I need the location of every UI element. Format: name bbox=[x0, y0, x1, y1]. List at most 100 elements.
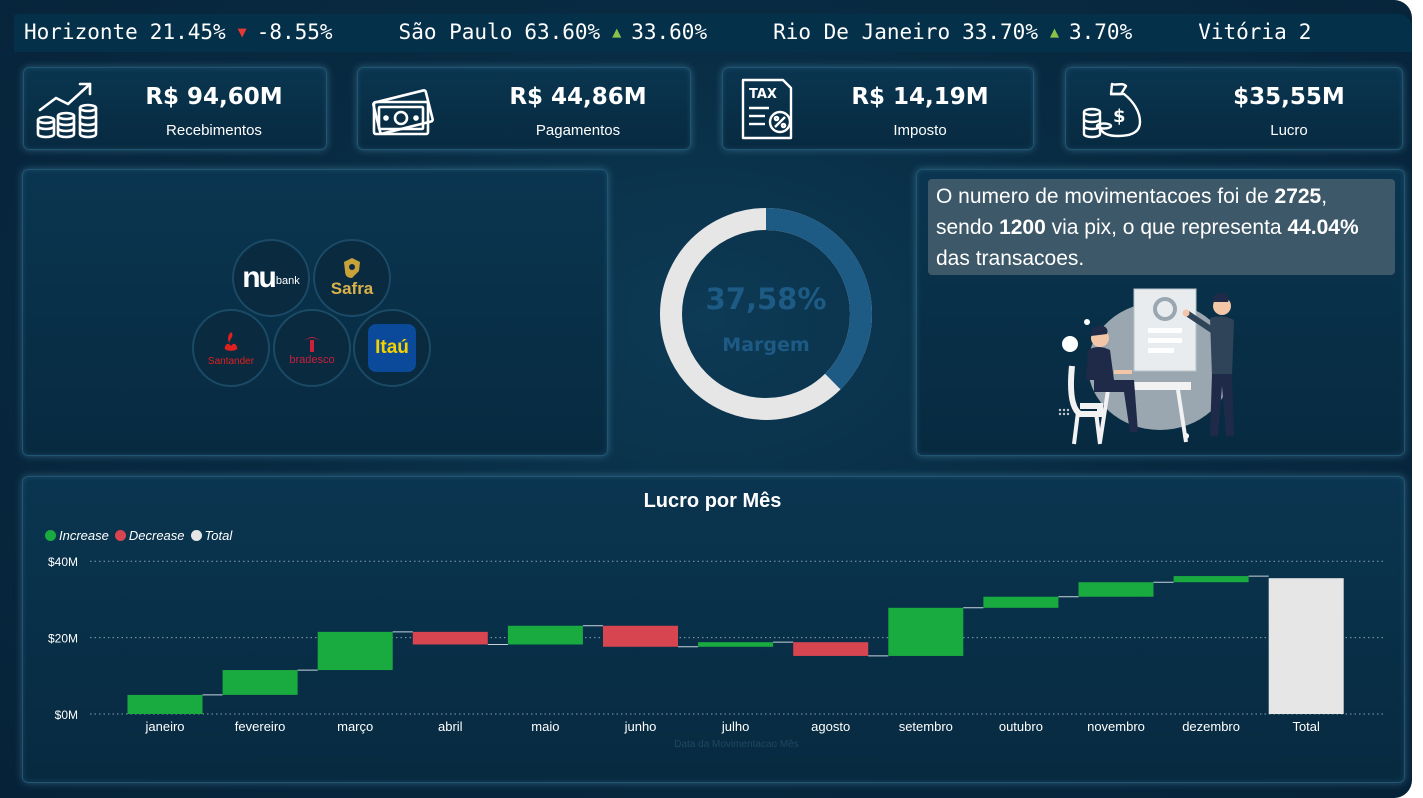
kpi-label: Lucro bbox=[1270, 122, 1308, 139]
kpi-card-recebimentos: R$ 94,60M Recebimentos bbox=[23, 67, 327, 150]
waterfall-bar bbox=[317, 631, 393, 671]
x-tick-label: setembro bbox=[899, 719, 953, 734]
x-tick-label: março bbox=[337, 719, 373, 734]
y-tick-label: $0M bbox=[55, 708, 78, 722]
bank-logo-itau[interactable]: Itaú bbox=[353, 309, 431, 387]
kpi-card-lucro: $ $35,55M Lucro bbox=[1065, 67, 1403, 150]
chart-panel bbox=[22, 476, 1405, 783]
nubank-logo-mark: nu bbox=[242, 261, 277, 294]
cash-bills-icon bbox=[372, 89, 434, 136]
donut-arc bbox=[660, 208, 872, 420]
kpi-value: $35,55M bbox=[1233, 84, 1345, 110]
x-tick-label: dezembro bbox=[1182, 719, 1240, 734]
summary-text: via pix, o que representa bbox=[1045, 216, 1288, 239]
legend-increase[interactable]: Increase bbox=[45, 528, 109, 543]
triangle-up-icon: ▲ bbox=[612, 23, 622, 41]
kpi-label: Pagamentos bbox=[535, 122, 621, 139]
x-tick-label: junho bbox=[624, 719, 657, 734]
ticker-pct: 33.70% bbox=[962, 20, 1038, 44]
ticker-pct: 2 bbox=[1298, 20, 1312, 44]
ticker-change: -8.55% bbox=[256, 20, 333, 44]
x-tick-label: janeiro bbox=[144, 719, 184, 734]
legend-label: Total bbox=[204, 528, 233, 543]
x-tick-label: fevereiro bbox=[235, 719, 286, 734]
ticker-city: Horizonte bbox=[24, 20, 138, 44]
chart-legend: Increase Decrease Total bbox=[45, 528, 238, 543]
waterfall-bar bbox=[1268, 578, 1344, 714]
ticker-item: São Paulo 63.60% ▲ 33.60% bbox=[399, 20, 708, 44]
summary-pix: 1200 bbox=[999, 216, 1046, 239]
kpi-label: Recebimentos bbox=[166, 122, 262, 139]
summary-total: 2725 bbox=[1274, 185, 1322, 208]
summary-text: , sendo bbox=[936, 185, 1328, 239]
transactions-summary: O numero de movimentacoes foi de 2725, s… bbox=[928, 179, 1395, 275]
itau-logo-box: Itaú bbox=[368, 324, 416, 372]
legend-dot-decrease bbox=[114, 530, 126, 541]
x-tick-label: outubro bbox=[999, 719, 1043, 734]
chart-title: Lucro por Mês bbox=[643, 490, 782, 512]
x-tick-label: Total bbox=[1292, 719, 1320, 734]
y-tick-label: $20M bbox=[48, 632, 78, 646]
x-axis-title: Data da Movimentacao Mês bbox=[674, 739, 799, 750]
summary-text: das transacoes. bbox=[936, 247, 1085, 270]
x-tick-label: novembro bbox=[1087, 719, 1145, 734]
summary-text: O numero de movimentacoes foi de bbox=[936, 185, 1275, 208]
waterfall-bar bbox=[1173, 576, 1249, 583]
ticker-item: Rio De Janeiro 33.70% ▲ 3.70% bbox=[773, 20, 1132, 44]
bradesco-logo-text: bradesco bbox=[289, 354, 335, 366]
growth-coins-icon bbox=[36, 82, 98, 139]
legend-decrease[interactable]: Decrease bbox=[114, 528, 185, 543]
x-tick-label: julho bbox=[721, 719, 749, 734]
kpi-value: R$ 94,60M bbox=[145, 84, 283, 110]
kpi-card-pagamentos: R$ 44,86M Pagamentos bbox=[357, 67, 691, 150]
ticker-city: Vitória bbox=[1198, 20, 1287, 44]
waterfall-bar bbox=[698, 642, 774, 647]
legend-label: Decrease bbox=[128, 528, 185, 543]
kpi-value: R$ 14,19M bbox=[851, 84, 989, 110]
y-tick-label: $40M bbox=[48, 555, 78, 569]
legend-dot-increase bbox=[45, 530, 56, 541]
bank-logo-safra[interactable]: Safra bbox=[313, 239, 391, 317]
donut-label: Margem bbox=[722, 334, 810, 356]
waterfall-bar bbox=[1078, 582, 1154, 597]
ticker-pct: 21.45% bbox=[149, 20, 226, 44]
ticker-item: Horizonte 21.45% ▼ -8.55% bbox=[24, 20, 333, 44]
bank-logo-bradesco[interactable]: bradesco bbox=[273, 309, 351, 387]
legend-dot-total bbox=[190, 530, 202, 541]
ticker-city: Rio De Janeiro bbox=[773, 20, 951, 44]
x-tick-label: abril bbox=[438, 719, 463, 734]
x-tick-label: maio bbox=[531, 719, 559, 734]
donut-value: 37,58% bbox=[705, 282, 827, 316]
bank-logo-santander[interactable]: Santander bbox=[192, 309, 270, 387]
money-bag-icon: $ bbox=[1082, 82, 1142, 139]
waterfall-bar bbox=[793, 642, 869, 656]
legend-total[interactable]: Total bbox=[190, 528, 233, 543]
svg-text:TAX: TAX bbox=[749, 87, 777, 102]
city-ticker: Horizonte 21.45% ▼ -8.55% São Paulo 63.6… bbox=[14, 14, 1412, 52]
itau-logo-text: Itaú bbox=[375, 337, 409, 358]
safra-logo-text: Safra bbox=[330, 279, 374, 298]
ticker-item: Vitória 2 bbox=[1198, 20, 1323, 44]
ticker-city: São Paulo bbox=[398, 20, 513, 44]
triangle-down-icon: ▼ bbox=[237, 23, 247, 41]
waterfall-bar bbox=[888, 607, 964, 656]
legend-label: Increase bbox=[59, 528, 109, 543]
triangle-up-icon: ▲ bbox=[1049, 23, 1059, 41]
kpi-label: Imposto bbox=[893, 122, 947, 139]
santander-flame-icon bbox=[224, 331, 238, 351]
waterfall-bar bbox=[983, 596, 1059, 608]
tax-document-icon: TAX bbox=[741, 78, 793, 140]
ticker-change: 3.70% bbox=[1069, 20, 1133, 44]
waterfall-bar bbox=[507, 625, 583, 645]
kpi-card-imposto: TAX R$ 14,19M Imposto bbox=[722, 67, 1034, 150]
bank-logo-nubank[interactable]: nu bank bbox=[232, 239, 310, 317]
ticker-change: 33.60% bbox=[631, 20, 708, 44]
waterfall-bar bbox=[412, 631, 488, 645]
margin-donut: 37,58% Margem bbox=[650, 198, 882, 430]
waterfall-bar bbox=[603, 625, 678, 647]
santander-logo-text: Santander bbox=[207, 355, 255, 367]
x-tick-label: agosto bbox=[811, 719, 850, 734]
meeting-illustration bbox=[1058, 288, 1234, 445]
waterfall-chart: $0M $20M $40M janeiro fevereiro março abril mai… bbox=[48, 555, 1385, 734]
